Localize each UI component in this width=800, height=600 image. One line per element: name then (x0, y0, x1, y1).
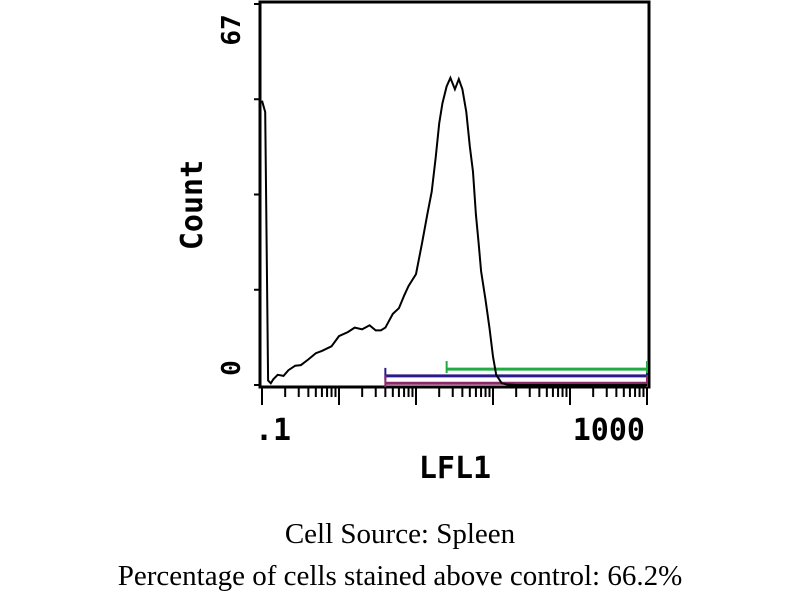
x-axis-title: LFL1 (419, 451, 491, 486)
y-tick-label-min: 0 (217, 360, 247, 376)
y-axis-title: Count (175, 160, 210, 250)
x-tick-label-min: .1 (255, 413, 291, 448)
cell-source-caption: Cell Source: Spleen (284, 518, 516, 550)
axis-ticks (254, 3, 648, 405)
plot-area (258, 0, 651, 389)
plot-frame (258, 0, 651, 389)
histogram-series-line-1 (261, 75, 647, 386)
data-marks (261, 75, 648, 388)
y-tick-label-max: 67 (217, 14, 247, 45)
histogram-chart: .1 1000 LFL1 0 67 Count (175, 0, 651, 486)
x-tick-label-max: 1000 (573, 413, 645, 448)
percentage-caption: Percentage of cells stained above contro… (117, 560, 683, 592)
